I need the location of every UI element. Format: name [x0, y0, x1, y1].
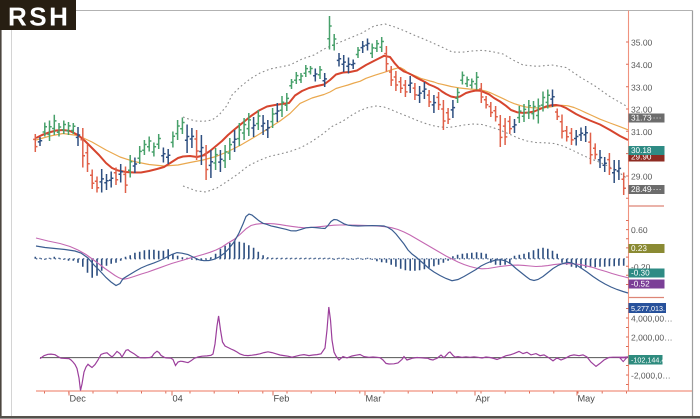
- svg-text:31.00: 31.00: [631, 127, 653, 137]
- svg-text:30.18: 30.18: [631, 146, 652, 155]
- svg-text:0.23: 0.23: [631, 244, 647, 253]
- svg-text:-0.52: -0.52: [631, 280, 650, 289]
- svg-text:Mar: Mar: [366, 393, 382, 403]
- svg-text:32.00: 32.00: [631, 105, 653, 115]
- svg-text:34.00: 34.00: [631, 60, 653, 70]
- svg-text:35.00: 35.00: [631, 38, 653, 48]
- svg-text:2,000,00…: 2,000,00…: [631, 332, 673, 342]
- svg-text:-0.30: -0.30: [631, 269, 650, 278]
- svg-text:Dec: Dec: [70, 393, 87, 403]
- svg-text:33.00: 33.00: [631, 82, 653, 92]
- svg-text:29.00: 29.00: [631, 172, 653, 182]
- svg-text:May: May: [578, 393, 596, 403]
- svg-text:-0.20: -0.20: [631, 262, 651, 272]
- svg-text:0.60: 0.60: [631, 225, 648, 235]
- svg-text:28.49: 28.49: [631, 185, 652, 194]
- svg-text:04: 04: [173, 393, 183, 403]
- svg-text:-2,000,0…: -2,000,0…: [631, 370, 671, 380]
- svg-text:5,277,013.: 5,277,013.: [631, 304, 665, 313]
- svg-text:-102,144.4: -102,144.4: [631, 356, 665, 365]
- svg-text:Feb: Feb: [274, 393, 290, 403]
- svg-text:4,000,00…: 4,000,00…: [631, 313, 673, 323]
- svg-text:31.73: 31.73: [631, 114, 652, 123]
- svg-text:RSH: RSH: [8, 2, 70, 32]
- svg-text:Apr: Apr: [476, 393, 490, 403]
- svg-text:29.90: 29.90: [631, 153, 652, 162]
